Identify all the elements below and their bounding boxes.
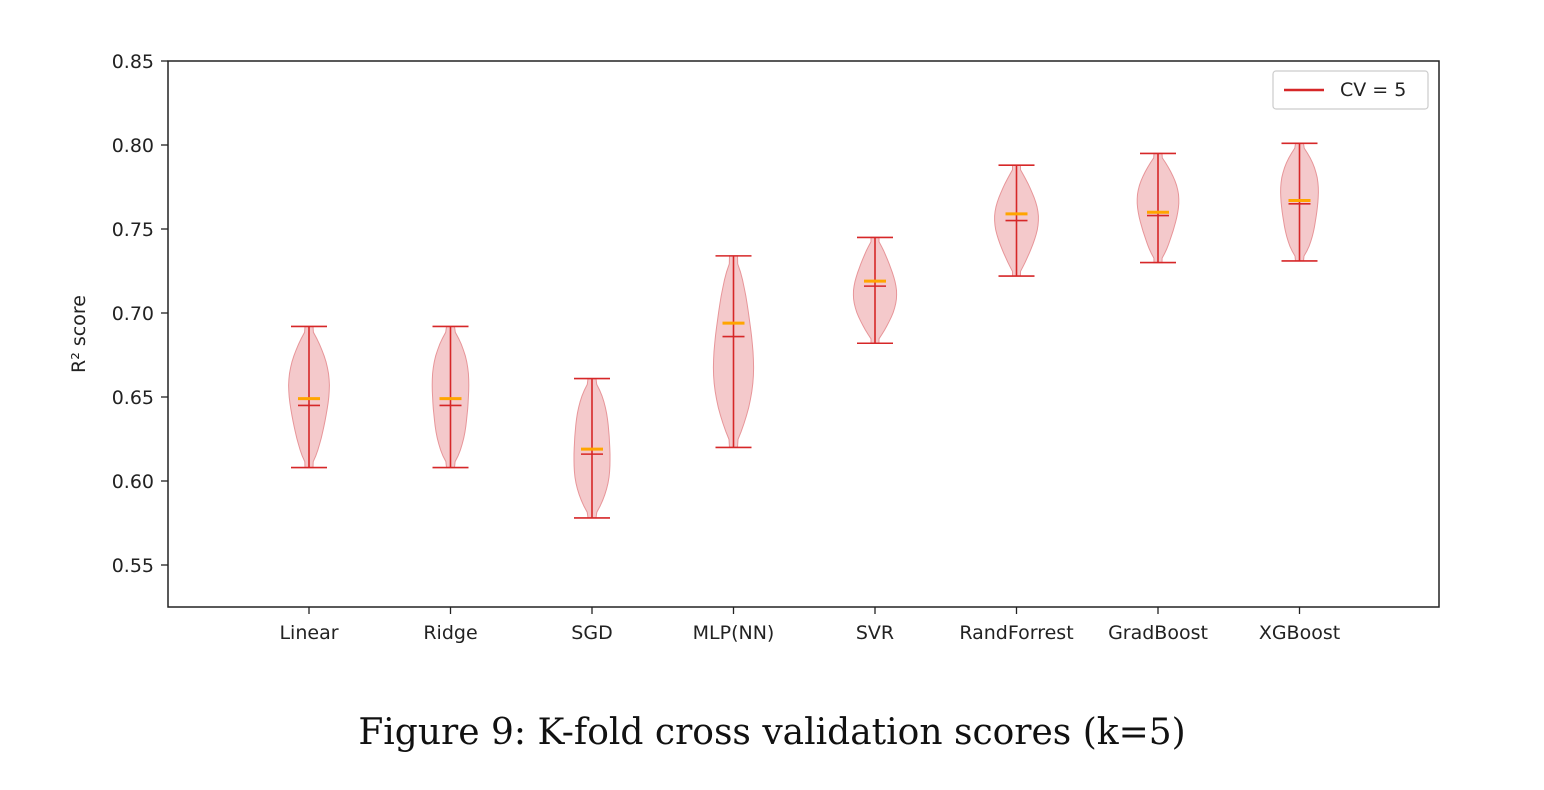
- violin-linear: [288, 325, 330, 469]
- x-tick-label: SGD: [571, 622, 612, 644]
- legend-box: [1272, 70, 1429, 110]
- violin-ridge: [431, 325, 470, 469]
- x-tick-label: GradBoost: [1108, 622, 1208, 644]
- violin-gradboost: [1136, 152, 1180, 264]
- x-tick-label: Ridge: [423, 622, 477, 644]
- violin-chart: 0.55 0.60 0.65 0.70 0.75 0.80 0.85 Linear Ridge…: [68, 51, 1440, 644]
- plot-frame: [167, 60, 1440, 608]
- y-tick-label: 0.60: [112, 471, 154, 493]
- violin-svr: [852, 236, 898, 345]
- legend-entry-label: CV = 5: [1340, 79, 1406, 101]
- violin-mlp-nn-: [712, 255, 755, 449]
- violins-layer: [288, 142, 1319, 519]
- violin-sgd: [573, 377, 611, 519]
- x-tick-label: XGBoost: [1259, 622, 1340, 644]
- y-tick-label: 0.55: [112, 555, 154, 577]
- y-axis-label: R² score: [68, 295, 90, 373]
- violin-randforrest: [994, 164, 1039, 277]
- x-ticks: Linear Ridge SGD MLP(NN) SVR RandForrest GradB…: [279, 607, 1340, 644]
- y-tick-label: 0.80: [112, 135, 154, 157]
- y-tick-label: 0.85: [112, 51, 154, 73]
- x-tick-label: Linear: [279, 622, 338, 644]
- y-tick-label: 0.65: [112, 387, 154, 409]
- y-tick-label: 0.75: [112, 219, 154, 241]
- x-tick-label: MLP(NN): [693, 622, 775, 644]
- violin-xgboost: [1280, 142, 1319, 262]
- figure-caption: Figure 9: K-fold cross validation scores…: [358, 712, 1186, 753]
- y-tick-label: 0.70: [112, 303, 154, 325]
- legend: CV = 5: [1272, 70, 1429, 110]
- x-tick-label: SVR: [856, 622, 894, 644]
- y-ticks: 0.55 0.60 0.65 0.70 0.75 0.80 0.85: [112, 51, 168, 577]
- x-tick-label: RandForrest: [959, 622, 1073, 644]
